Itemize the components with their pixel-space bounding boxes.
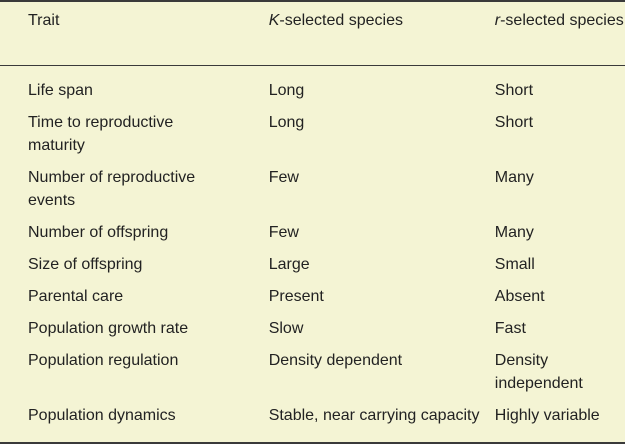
table-row: Population dynamics Stable, near carrying… bbox=[0, 400, 625, 432]
column-header: K-selected species bbox=[268, 2, 495, 66]
trait-cell: Time to reproductive maturity bbox=[28, 114, 174, 154]
value-cell: Long bbox=[268, 114, 305, 131]
value-cell: Highly variable bbox=[494, 407, 600, 424]
trait-cell: Parental care bbox=[28, 288, 124, 305]
column-header: Trait bbox=[0, 2, 269, 66]
value-cell: Density dependent bbox=[268, 352, 403, 369]
table-row: Life span Long Short bbox=[0, 66, 625, 108]
trait-cell: Population regulation bbox=[28, 352, 179, 369]
table-row: Time to reproductive maturity Long Short bbox=[0, 107, 625, 162]
trait-cell: Population dynamics bbox=[28, 407, 176, 424]
value-cell: Present bbox=[268, 288, 324, 305]
column-header: r-selected species bbox=[494, 2, 625, 66]
table-row: Population growth rate Slow Fast bbox=[0, 313, 625, 345]
value-cell: Slow bbox=[268, 320, 304, 337]
value-cell: Many bbox=[494, 169, 534, 186]
value-cell: Fast bbox=[494, 320, 526, 337]
table-row: Number of offspring Few Many bbox=[0, 217, 625, 249]
value-cell: Many bbox=[494, 224, 534, 241]
value-cell: Few bbox=[268, 169, 299, 186]
table-body: Life span Long Short Time to reproductive m… bbox=[0, 66, 625, 433]
value-cell: Long bbox=[268, 82, 305, 99]
traits-table: Trait K-selected species r-selected specie… bbox=[0, 2, 625, 432]
value-cell: Absent bbox=[494, 288, 545, 305]
header-row: Trait K-selected species r-selected specie… bbox=[0, 2, 625, 66]
value-cell: Few bbox=[268, 224, 299, 241]
table-row: Population regulation Density dependent De… bbox=[0, 345, 625, 400]
value-cell: Stable, near carrying capacity bbox=[268, 407, 480, 424]
value-cell: Large bbox=[268, 256, 310, 273]
trait-cell: Population growth rate bbox=[28, 320, 189, 337]
value-cell: Small bbox=[494, 256, 535, 273]
trait-cell: Number of reproductive events bbox=[28, 169, 196, 209]
trait-cell: Number of offspring bbox=[28, 224, 169, 241]
value-cell: Density independent bbox=[494, 352, 583, 392]
table-row: Number of reproductive events Few Many bbox=[0, 162, 625, 217]
value-cell: Short bbox=[494, 114, 534, 131]
table-row: Size of offspring Large Small bbox=[0, 249, 625, 281]
table-row: Parental care Present Absent bbox=[0, 281, 625, 313]
trait-cell: Size of offspring bbox=[28, 256, 143, 273]
value-cell: Short bbox=[494, 82, 534, 99]
trait-cell: Life span bbox=[28, 82, 93, 99]
